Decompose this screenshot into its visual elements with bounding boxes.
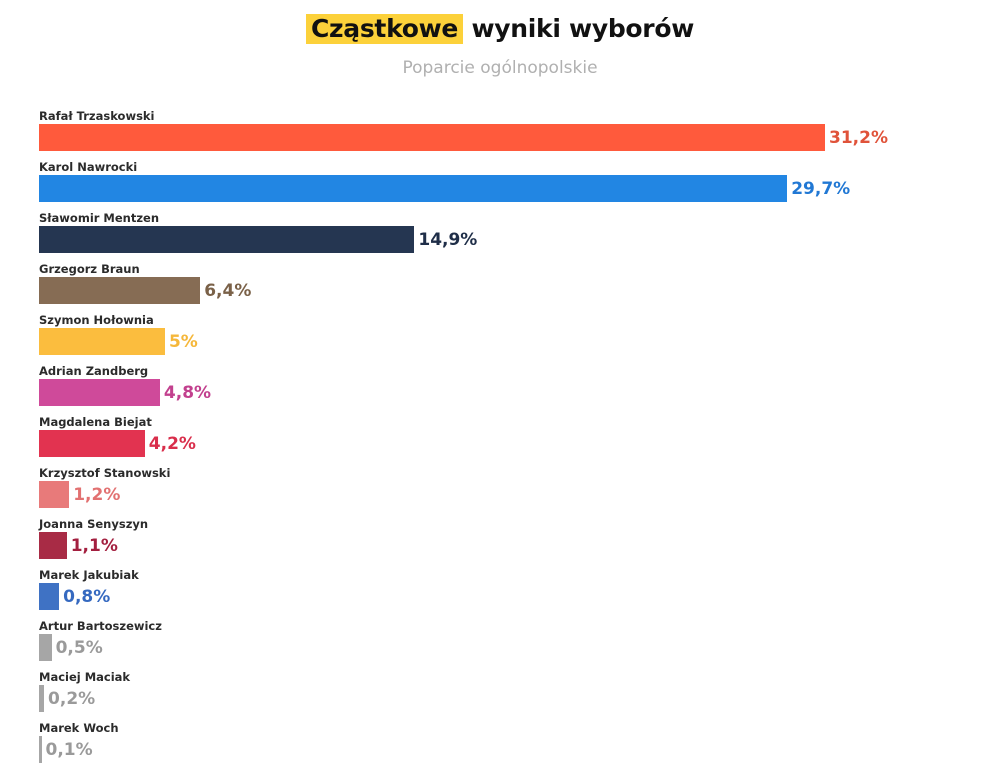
bar-group: 14,9%	[39, 226, 477, 253]
bar-group: 4,8%	[39, 379, 211, 406]
bar-group: 5%	[39, 328, 198, 355]
bar-group: 1,1%	[39, 532, 118, 559]
chart-row: Marek Jakubiak 0,8%	[39, 567, 979, 618]
candidate-name: Magdalena Biejat	[39, 415, 152, 429]
chart-title: Cząstkowe wyniki wyborów	[0, 14, 1000, 44]
value-label: 4,2%	[148, 433, 196, 454]
value-label: 0,2%	[48, 688, 96, 709]
bar-chart: Rafał Trzaskowski 31,2% Karol Nawrocki 29,7…	[39, 108, 979, 771]
value-label: 0,8%	[63, 586, 111, 607]
chart-row: Joanna Senyszyn 1,1%	[39, 516, 979, 567]
bar	[39, 685, 45, 712]
bar-group: 6,4%	[39, 277, 251, 304]
bar	[39, 430, 145, 457]
bar	[39, 328, 165, 355]
candidate-name: Rafał Trzaskowski	[39, 109, 155, 123]
chart-row: Grzegorz Braun 6,4%	[39, 261, 979, 312]
bar-group: 31,2%	[39, 124, 888, 151]
title-highlight: Cząstkowe	[305, 14, 464, 44]
candidate-name: Marek Woch	[39, 721, 119, 735]
bar	[39, 481, 70, 508]
chart-row: Szymon Hołownia 5%	[39, 312, 979, 363]
candidate-name: Maciej Maciak	[39, 670, 131, 684]
chart-row: Krzysztof Stanowski 1,2%	[39, 465, 979, 516]
chart-row: Magdalena Biejat 4,2%	[39, 414, 979, 465]
bar-group: 1,2%	[39, 481, 120, 508]
candidate-name: Szymon Hołownia	[39, 313, 154, 327]
candidate-name: Krzysztof Stanowski	[39, 466, 171, 480]
candidate-name: Sławomir Mentzen	[39, 211, 160, 225]
chart-row: Karol Nawrocki 29,7%	[39, 159, 979, 210]
bar	[39, 583, 60, 610]
bar	[39, 379, 160, 406]
bar	[39, 124, 825, 151]
value-label: 1,1%	[70, 535, 118, 556]
chart-row: Adrian Zandberg 4,8%	[39, 363, 979, 414]
chart-subtitle: Poparcie ogólnopolskie	[402, 58, 598, 78]
bar	[39, 277, 201, 304]
bar	[39, 634, 52, 661]
chart-row: Maciej Maciak 0,2%	[39, 669, 979, 720]
candidate-name: Artur Bartoszewicz	[39, 619, 162, 633]
candidate-name: Adrian Zandberg	[39, 364, 149, 378]
bar	[39, 736, 42, 763]
bar	[39, 532, 67, 559]
chart-row: Marek Woch 0,1%	[39, 720, 979, 771]
value-label: 1,2%	[73, 484, 121, 505]
value-label: 29,7%	[791, 178, 851, 199]
bar	[39, 175, 788, 202]
value-label: 0,1%	[45, 739, 93, 760]
value-label: 5%	[168, 331, 198, 352]
bar	[39, 226, 415, 253]
chart-row: Artur Bartoszewicz 0,5%	[39, 618, 979, 669]
value-label: 14,9%	[418, 229, 478, 250]
bar-group: 29,7%	[39, 175, 850, 202]
bar-group: 4,2%	[39, 430, 196, 457]
bar-group: 0,2%	[39, 685, 95, 712]
candidate-name: Grzegorz Braun	[39, 262, 140, 276]
value-label: 31,2%	[829, 127, 888, 148]
chart-row: Rafał Trzaskowski 31,2%	[39, 108, 979, 159]
candidate-name: Karol Nawrocki	[39, 160, 138, 174]
value-label: 4,8%	[163, 382, 212, 403]
value-label: 6,4%	[204, 280, 252, 301]
value-label: 0,5%	[55, 637, 103, 658]
candidate-name: Joanna Senyszyn	[39, 517, 149, 531]
bar-group: 0,8%	[39, 583, 110, 610]
chart-row: Sławomir Mentzen 14,9%	[39, 210, 979, 261]
bar-group: 0,1%	[39, 736, 93, 763]
candidate-name: Marek Jakubiak	[39, 568, 139, 582]
bar-group: 0,5%	[39, 634, 103, 661]
title-rest: wyniki wyborów	[471, 14, 695, 43]
